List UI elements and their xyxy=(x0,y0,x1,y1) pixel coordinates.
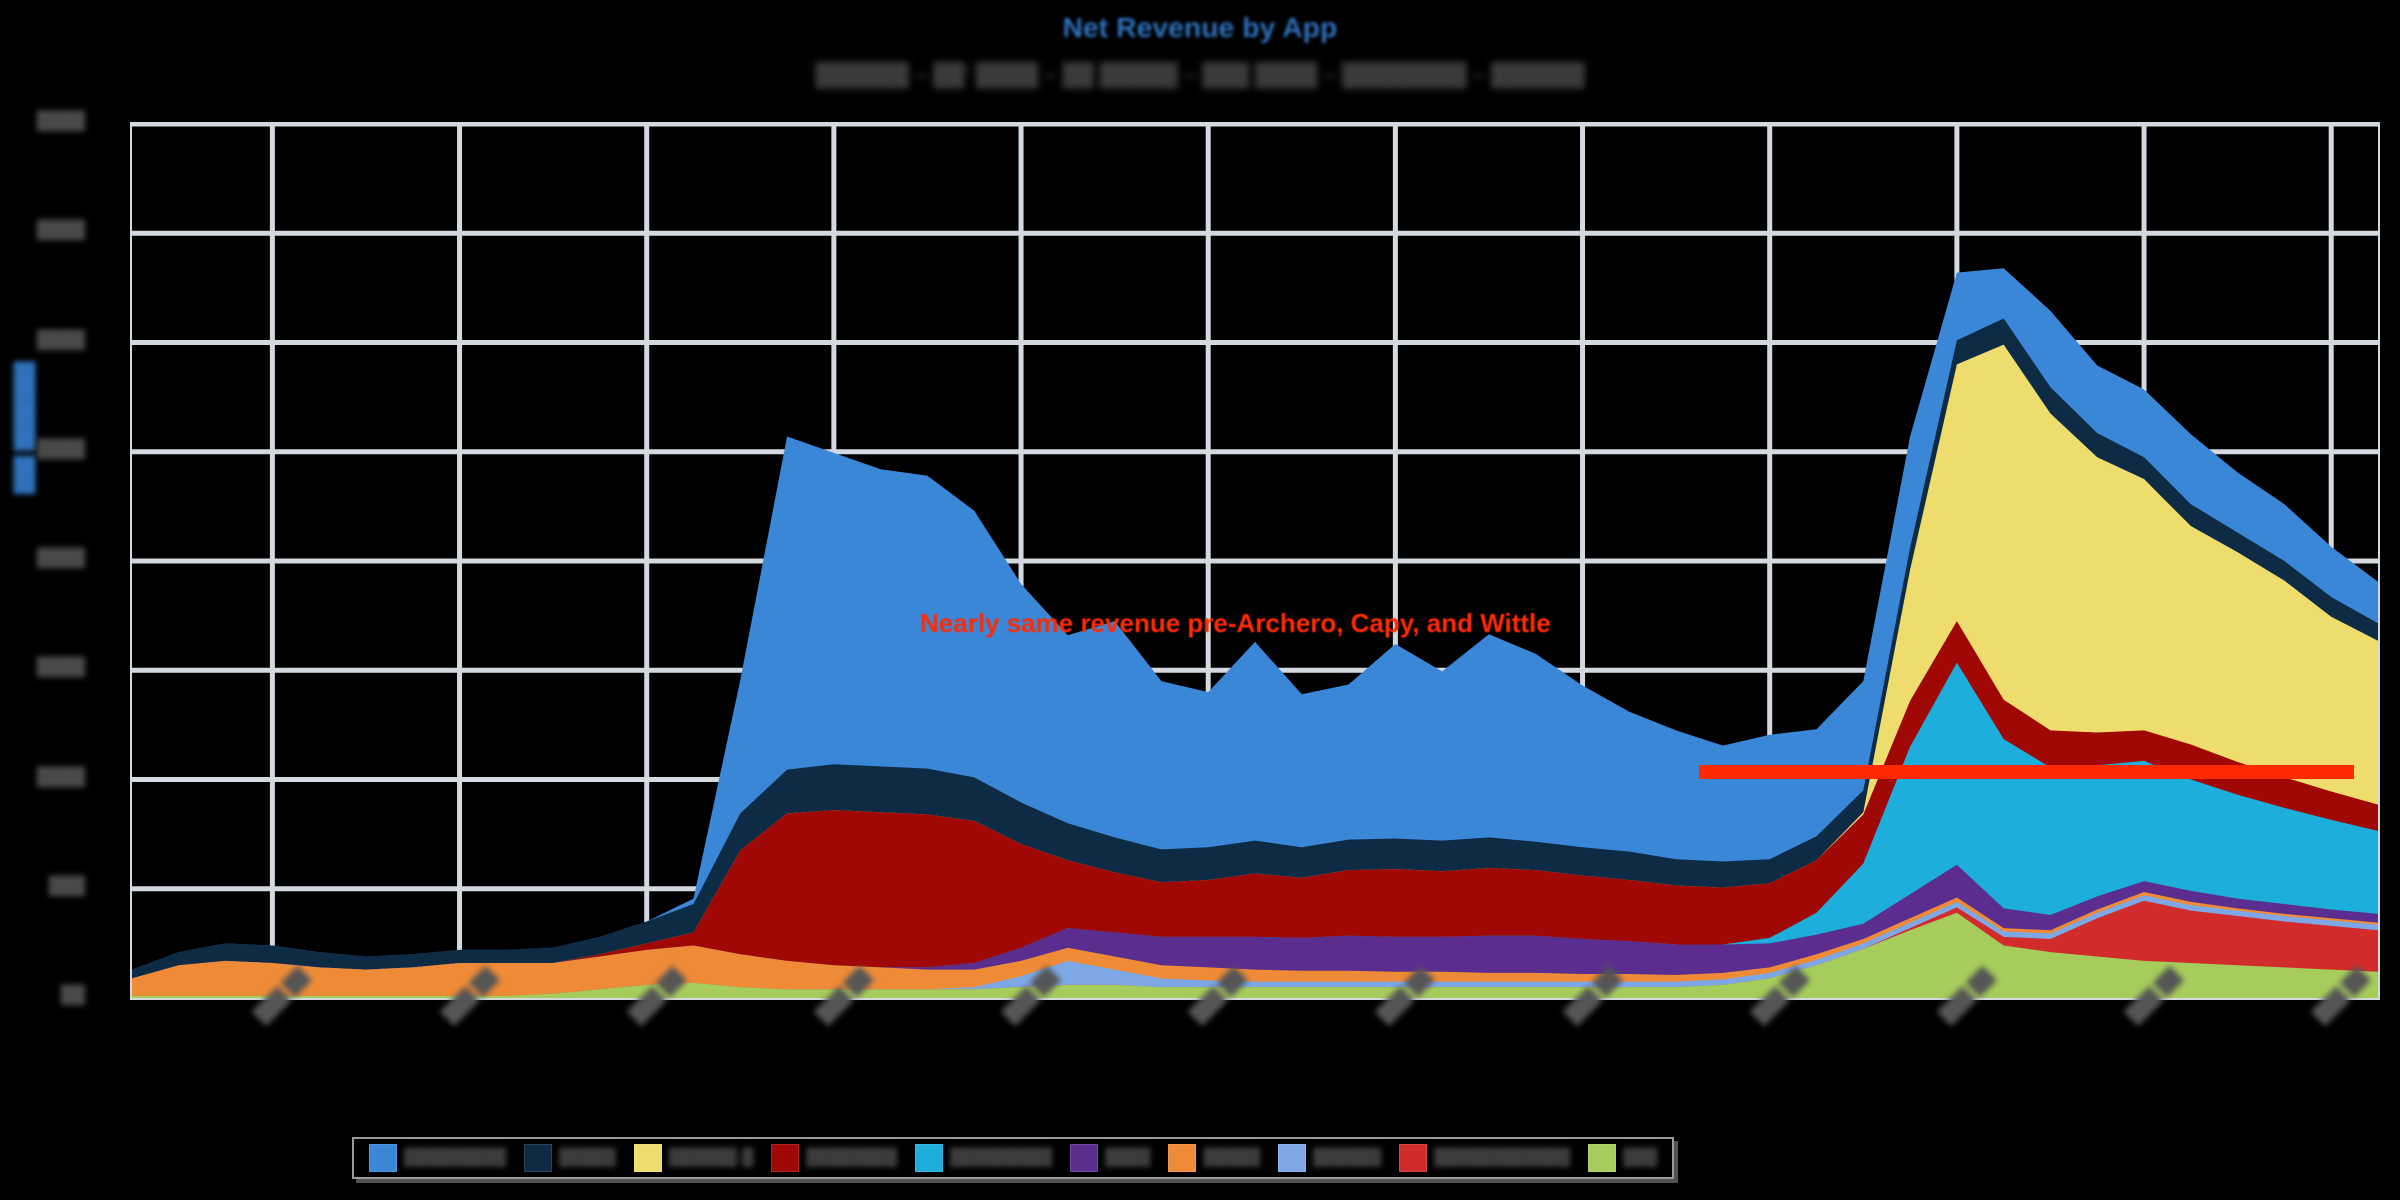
legend-color-swatch xyxy=(369,1144,397,1172)
legend-item-1[interactable]: █████████ xyxy=(360,1139,515,1177)
legend-item-label: █████████ xyxy=(950,1149,1053,1166)
legend-item-label: ███ xyxy=(1623,1149,1658,1166)
y-tick-label: ████ xyxy=(36,438,85,458)
legend-item-label: ████ xyxy=(1105,1149,1151,1166)
legend-item-10[interactable]: ███ xyxy=(1579,1139,1666,1177)
legend-item-4[interactable]: ████████ xyxy=(762,1139,906,1177)
legend-item-label: ████████ xyxy=(806,1149,898,1166)
area-series-1 xyxy=(132,268,2378,998)
legend-item-7[interactable]: █████ xyxy=(1159,1139,1269,1177)
area-series-4 xyxy=(132,621,2378,998)
chart-annotation-note: Nearly same revenue pre-Archero, Capy, a… xyxy=(920,608,1551,638)
legend-item-9[interactable]: ████████████ xyxy=(1390,1139,1579,1177)
y-tick-label: ████ xyxy=(36,548,85,567)
chart-subtitle: ██████ – ██' ████ – ██ █████ – ███ ████ … xyxy=(815,62,1585,87)
y-tick-label: ████ xyxy=(36,220,85,240)
y-tick-label: ███ xyxy=(48,875,85,895)
area-series-layer xyxy=(132,268,2378,998)
legend-color-swatch xyxy=(1588,1144,1617,1172)
page-title: Net Revenue by App xyxy=(1062,12,1338,43)
legend-color-swatch xyxy=(1399,1144,1428,1172)
legend-item-3[interactable]: ██████-█ xyxy=(625,1139,763,1177)
legend-color-swatch xyxy=(915,1144,944,1172)
legend-color-swatch xyxy=(1070,1144,1099,1172)
chart-legend[interactable]: █████████ █████ ██████-█ ████████ █████████ █… xyxy=(352,1137,1675,1179)
legend-item-label: █████████ xyxy=(404,1149,507,1166)
legend-color-swatch xyxy=(524,1144,553,1172)
legend-item-2[interactable]: █████ xyxy=(515,1139,625,1177)
y-tick-label: ████ xyxy=(36,329,85,349)
y-tick-label: ██ xyxy=(60,985,85,1004)
y-tick-label: ████ xyxy=(36,657,85,677)
legend-color-swatch xyxy=(771,1144,800,1172)
legend-color-swatch xyxy=(1168,1144,1197,1172)
legend-item-label: █████ xyxy=(559,1149,616,1166)
y-tick-label: ████ xyxy=(36,111,85,130)
y-tick-label: ████ xyxy=(36,766,85,786)
legend-item-5[interactable]: █████████ xyxy=(906,1139,1061,1177)
legend-item-label: ██████-█ xyxy=(668,1149,754,1166)
legend-item-label: ████████████ xyxy=(1434,1149,1571,1166)
legend-item-label: █████ xyxy=(1203,1149,1261,1166)
stacked-area-plot xyxy=(132,124,2378,998)
legend-item-8[interactable]: ██████ xyxy=(1269,1139,1390,1177)
legend-color-swatch xyxy=(633,1144,662,1172)
legend-item-label: ██████ xyxy=(1313,1149,1382,1166)
area-series-5 xyxy=(132,662,2378,998)
area-series-10 xyxy=(132,912,2378,998)
legend-item-6[interactable]: ████ xyxy=(1061,1139,1159,1177)
plot-area[interactable] xyxy=(130,122,2380,1000)
legend-color-swatch xyxy=(1278,1144,1307,1172)
